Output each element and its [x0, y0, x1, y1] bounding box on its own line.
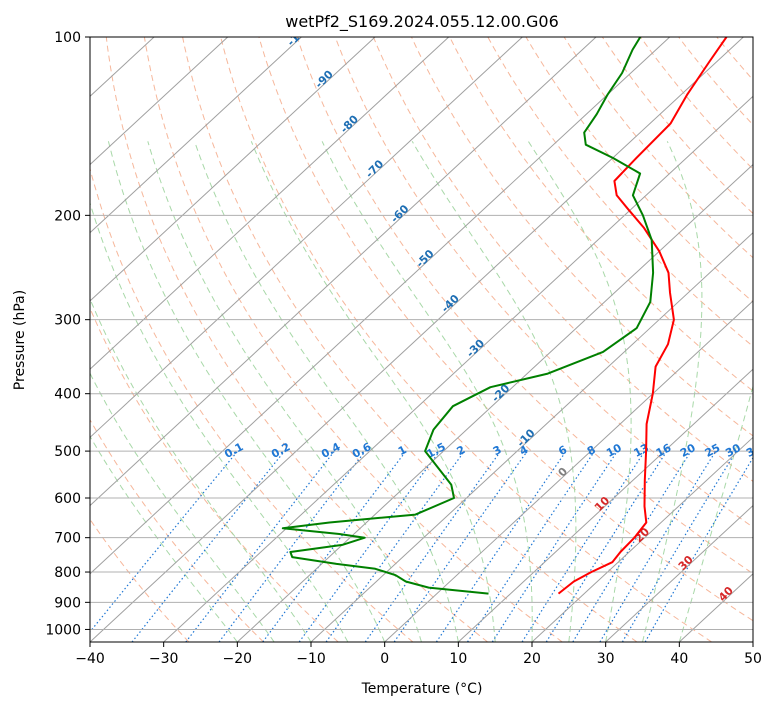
- y-tick-label: 100: [54, 30, 81, 46]
- dry-adiabat-line: [640, 37, 753, 170]
- isotherm-line: [457, 368, 753, 642]
- x-tick-label: −10: [296, 651, 326, 667]
- y-tick-label: 800: [54, 565, 81, 581]
- x-tick-label: 40: [670, 651, 688, 667]
- isotherm-line: [90, 37, 229, 166]
- y-tick-label: 900: [54, 595, 81, 611]
- y-tick-label: 700: [54, 531, 81, 547]
- mixing-ratio-line: [90, 450, 239, 633]
- isotherm-label: -100: [285, 20, 314, 49]
- dry-adiabat-line: [143, 37, 563, 642]
- dry-adiabat-line: [372, 37, 753, 482]
- isotherm-line: [236, 163, 753, 642]
- plot-area: -100-90-80-70-60-50-40-30-20-100 1020304…: [90, 20, 764, 642]
- mixing-ratio-line: [435, 450, 567, 642]
- dry-adiabat-line: [449, 37, 753, 392]
- x-tick-label: −40: [75, 651, 105, 667]
- y-axis: 100 200 300 400 500 600 700 800 900 1000: [45, 30, 90, 638]
- isotherms: [90, 37, 753, 642]
- mixing-ratio-line: [572, 450, 692, 642]
- mixing-ratio-lines: [90, 450, 753, 642]
- plot-frame: [89, 36, 754, 643]
- x-axis: −40 −30 −20 −10 0 10 20 30 40 50: [75, 642, 762, 667]
- dewpoint-line: [281, 37, 655, 595]
- mixing-ratio-line: [325, 450, 465, 642]
- mixing-ratio-label: 16: [654, 441, 674, 460]
- x-tick-label: −20: [223, 651, 253, 667]
- isotherm-line: [90, 37, 671, 575]
- dry-adiabat-line: [90, 518, 190, 642]
- mixing-ratio-line: [298, 450, 441, 642]
- isotherm-line: [605, 504, 753, 642]
- isotherm-line: [531, 436, 753, 642]
- isobars: [90, 37, 753, 630]
- isotherm-line: [310, 232, 753, 642]
- y-tick-label: 500: [54, 444, 81, 460]
- mixing-ratio-line: [644, 456, 753, 642]
- mixing-ratio-line: [218, 450, 366, 642]
- mixing-ratio-line: [131, 450, 286, 642]
- y-tick-label: 200: [54, 208, 81, 224]
- mixing-ratio-label: 25: [703, 441, 723, 460]
- y-tick-label: 400: [54, 387, 81, 403]
- isotherm-line: [384, 300, 753, 642]
- dry-adiabat-line: [296, 37, 753, 575]
- mixing-ratio-label: 10: [604, 441, 624, 460]
- mixing-ratio-line: [599, 450, 717, 642]
- isotherm-line: [163, 95, 753, 642]
- x-tick-label: 20: [523, 651, 541, 667]
- mixing-ratio-label: 30: [723, 441, 743, 460]
- x-tick-label: −30: [149, 651, 179, 667]
- y-tick-label: 600: [54, 491, 81, 507]
- chart-title: wetPf2_S169.2024.055.12.00.G06: [285, 12, 559, 32]
- isotherm-line: [90, 37, 597, 507]
- dry-adiabat-line: [601, 37, 753, 215]
- isotherm-line: [90, 37, 302, 234]
- isotherm-line: [90, 37, 450, 370]
- x-tick-label: 0: [380, 651, 389, 667]
- x-tick-label: 50: [744, 651, 762, 667]
- mixing-ratio-line: [185, 450, 335, 642]
- y-tick-label: 300: [54, 313, 81, 329]
- y-axis-label: Pressure (hPa): [12, 290, 28, 390]
- mixing-ratio-label: 20: [678, 441, 698, 460]
- x-tick-label: 30: [597, 651, 615, 667]
- sounding-series: [281, 37, 728, 595]
- mixing-ratio-label: 36: [744, 441, 764, 460]
- temperature-line: [557, 37, 728, 595]
- isotherm-line: [90, 37, 523, 439]
- mixing-ratio-line: [621, 450, 737, 642]
- x-tick-label: 10: [449, 651, 467, 667]
- y-tick-label: 1000: [45, 622, 81, 638]
- dry-adiabat-line: [182, 37, 638, 642]
- mixing-ratio-line: [364, 450, 502, 642]
- isotherm-line: [90, 37, 744, 642]
- dry-adiabat-line: [525, 37, 753, 303]
- isotherm-line: [90, 37, 376, 302]
- dry-adiabat-line: [258, 37, 753, 622]
- dry-adiabat-line: [220, 37, 712, 642]
- mixing-ratio-line: [521, 450, 646, 642]
- x-axis-label: Temperature (°C): [361, 681, 483, 697]
